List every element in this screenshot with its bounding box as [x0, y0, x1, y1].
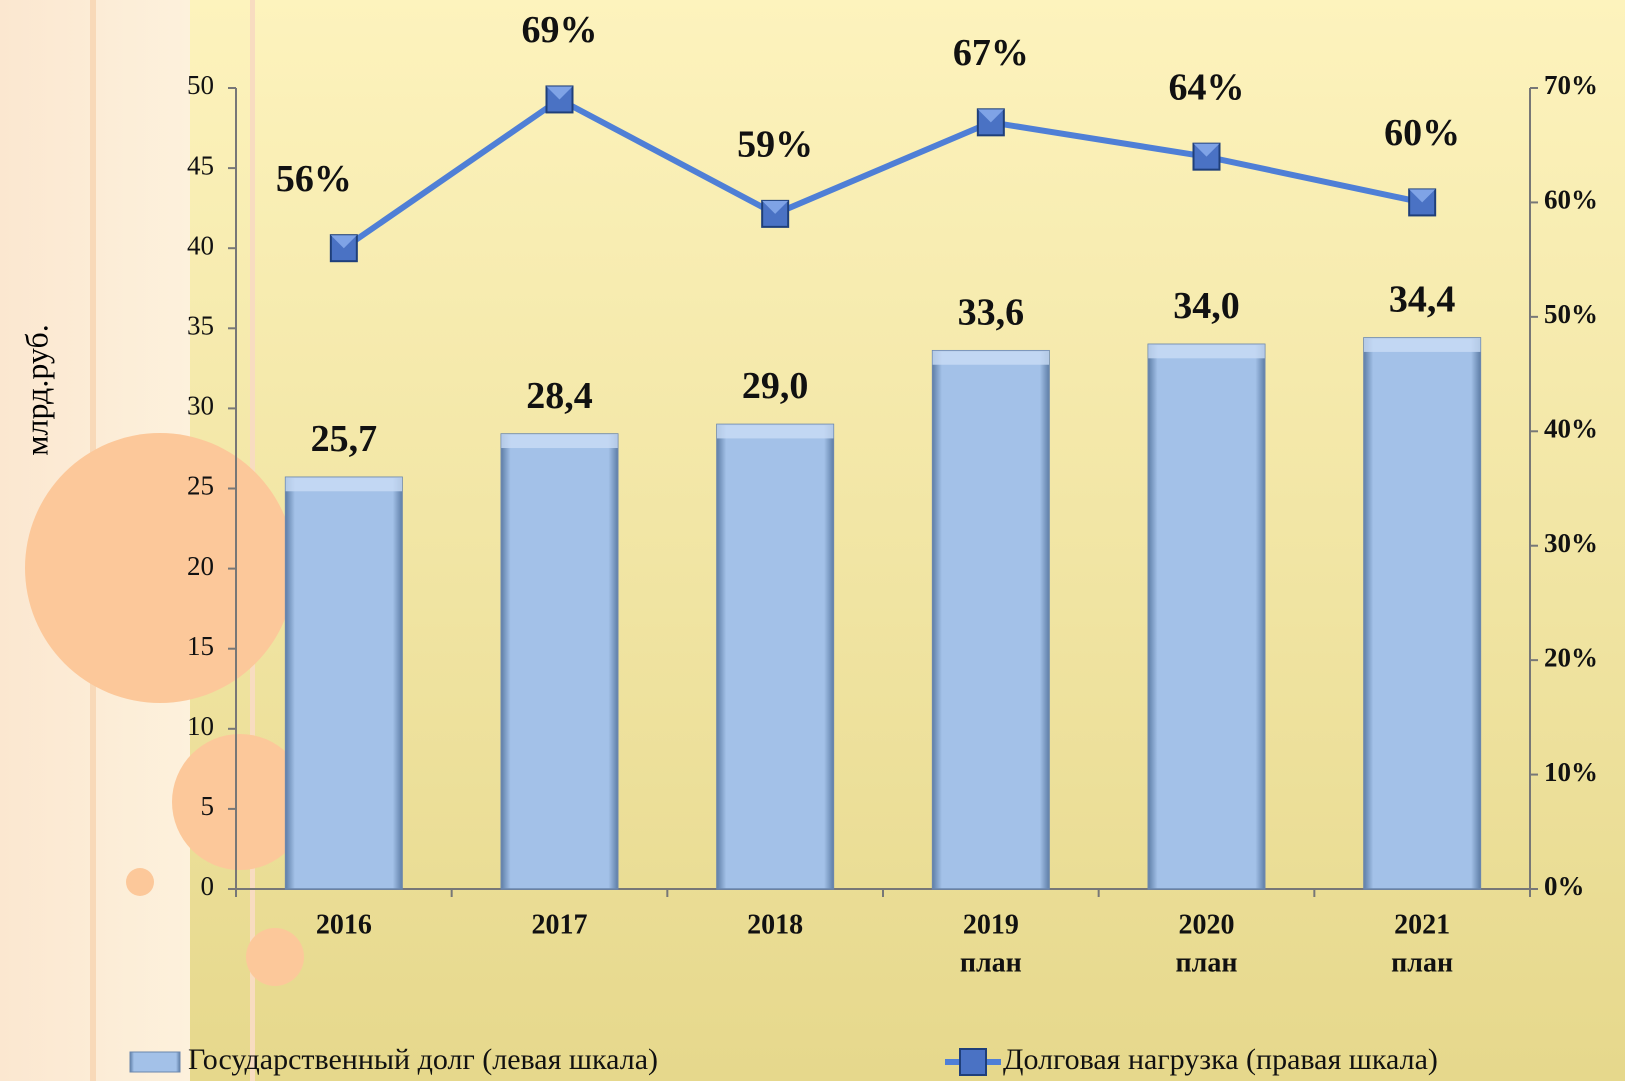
y-tick-label: 15 [187, 631, 214, 661]
x-tick-label: 2018 [747, 909, 803, 940]
legend-label: Долговая нагрузка (правая шкала) [1003, 1043, 1438, 1076]
legend-marker [959, 1048, 987, 1076]
y-tick-label: 40 [187, 230, 214, 260]
decor-circle [126, 868, 154, 896]
value-label: 64% [1169, 66, 1245, 108]
value-label: 29,0 [742, 365, 809, 407]
value-label: 67% [953, 32, 1029, 74]
value-label: 34,0 [1173, 285, 1240, 327]
marker-shade [1193, 143, 1220, 157]
y2-tick-label: 20% [1544, 642, 1598, 672]
y-tick-label: 5 [201, 791, 215, 821]
bar-top [285, 477, 403, 492]
y2-tick-label: 0% [1544, 871, 1585, 901]
value-label: 60% [1384, 112, 1460, 154]
decor-circle [246, 928, 304, 986]
y-tick-label: 45 [187, 150, 214, 180]
value-label: 56% [276, 158, 352, 200]
marker-shade [330, 235, 357, 249]
value-label: 25,7 [311, 418, 378, 460]
y-tick-label: 20 [187, 551, 214, 581]
value-label: 59% [737, 124, 813, 166]
legend-swatch [129, 1051, 181, 1073]
y-tick-label: 10 [187, 711, 214, 741]
y-axis-label: млрд.руб. [18, 324, 54, 456]
y-tick-label: 30 [187, 391, 214, 421]
x-tick-label: план [960, 947, 1022, 978]
y2-tick-label: 30% [1544, 528, 1598, 558]
x-tick-label: 2017 [532, 909, 588, 940]
bar-top [1148, 344, 1265, 359]
decor-circle [25, 433, 295, 703]
value-label: 33,6 [958, 291, 1025, 333]
legend-label: Государственный долг (левая шкала) [188, 1043, 658, 1076]
marker-shade [546, 86, 573, 100]
line [342, 95, 1423, 251]
bar-top [932, 350, 1050, 365]
y-tick-label: 25 [187, 471, 214, 501]
x-tick-label: 2019 [963, 909, 1019, 940]
y-tick-label: 35 [187, 311, 214, 341]
bar [284, 476, 403, 890]
x-tick-label: план [1391, 947, 1453, 978]
marker-shade [1409, 189, 1436, 203]
value-label: 34,4 [1389, 279, 1456, 321]
marker-shade [977, 109, 1004, 123]
bar-top [501, 434, 618, 449]
decor-circle [172, 734, 308, 870]
bar [1363, 337, 1482, 890]
bar [1147, 343, 1266, 890]
bar [931, 349, 1050, 890]
y2-tick-label: 60% [1544, 185, 1598, 215]
x-tick-label: 2020 [1179, 909, 1235, 940]
bar-top [1363, 337, 1481, 352]
y-tick-label: 0 [201, 871, 215, 901]
value-label: 69% [522, 9, 598, 51]
x-tick-label: план [1176, 947, 1238, 978]
y2-tick-label: 50% [1544, 299, 1598, 329]
value-label: 28,4 [526, 375, 593, 417]
y-tick-label: 50 [187, 70, 214, 100]
x-tick-label: 2021 [1394, 909, 1450, 940]
marker-shade [762, 200, 789, 214]
y2-tick-label: 10% [1544, 757, 1598, 787]
bar [716, 423, 835, 890]
x-tick-label: 2016 [316, 909, 372, 940]
bar-top [716, 424, 834, 439]
bar [500, 433, 619, 890]
y2-tick-label: 70% [1544, 70, 1598, 100]
y2-tick-label: 40% [1544, 413, 1598, 443]
